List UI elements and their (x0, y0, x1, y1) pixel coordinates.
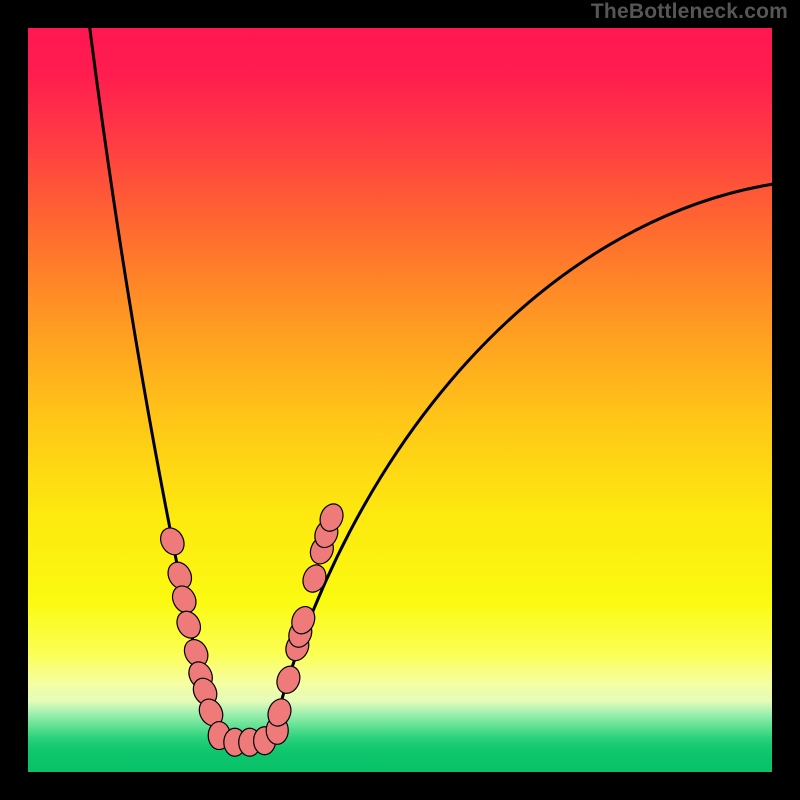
bottleneck-chart (0, 0, 800, 800)
chart-container: TheBottleneck.com (0, 0, 800, 800)
watermark-label: TheBottleneck.com (591, 0, 788, 24)
plot-area (28, 28, 772, 772)
